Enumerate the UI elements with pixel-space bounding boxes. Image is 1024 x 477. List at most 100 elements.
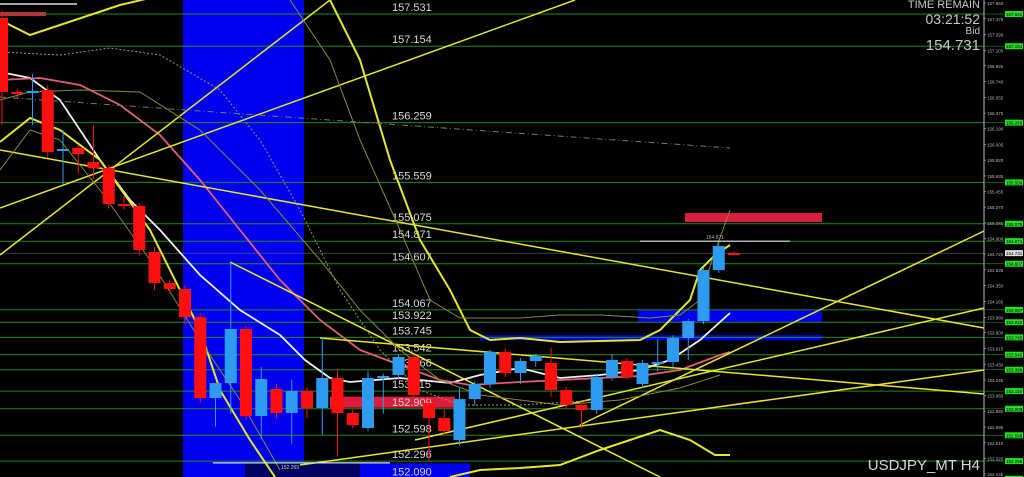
candle-bear [41, 90, 54, 153]
bid-label: Bid [965, 26, 980, 37]
level-label: 152.296 [392, 449, 432, 461]
candle-bear [179, 289, 191, 318]
level-price-tag [1005, 43, 1023, 50]
level-price-tag-text: 153.115 [1006, 389, 1022, 394]
level-label: 156.259 [392, 111, 432, 123]
candle-bull [255, 379, 268, 417]
level-price-tag-text: 155.075 [1006, 222, 1023, 227]
candle-bear [11, 91, 24, 94]
y-tick-label: 155.085 [987, 221, 1004, 226]
level-label: 155.559 [392, 170, 432, 182]
candle-bull [667, 338, 679, 363]
y-tick-label: 152.510 [987, 441, 1004, 446]
trend-line [0, 0, 576, 209]
level-price-tag-text: 153.745 [1006, 335, 1023, 340]
y-tick-label: 155.455 [987, 189, 1004, 194]
y-tick-label: 154.535 [987, 268, 1004, 273]
y-tick-label: 156.005 [987, 142, 1004, 147]
candle-bear [621, 361, 634, 377]
y-tick-label: 153.065 [987, 393, 1004, 398]
y-tick-label: 155.270 [987, 205, 1004, 210]
candle-bear [331, 378, 344, 414]
level-price-tag [1005, 119, 1023, 126]
y-tick-label: 153.245 [987, 378, 1004, 383]
candle-bull [377, 376, 390, 379]
y-tick-label: 157.660 [987, 1, 1004, 6]
y-tick-label: 156.190 [987, 127, 1004, 132]
candle-bear [148, 252, 161, 284]
level-price-tag-text: 152.598 [1006, 433, 1023, 438]
high-marker-label: 154.871 [706, 235, 724, 241]
level-price-tag-text: 153.922 [1006, 320, 1023, 325]
level-price-tag-text: 154.067 [1006, 308, 1023, 313]
y-tick-label: 155.635 [987, 174, 1004, 179]
candle-bull [209, 383, 222, 398]
candle-bear [545, 362, 557, 391]
trend-line [0, 0, 331, 256]
level-price-tag [1005, 334, 1023, 341]
current-price-tag-text: 154.731 [1006, 251, 1023, 256]
y-tick-label: 152.880 [987, 409, 1004, 414]
candle-bull [651, 362, 664, 365]
candle-bull [606, 359, 618, 377]
trend-line [229, 261, 661, 477]
candle-bull [484, 352, 496, 384]
y-tick-label: 153.615 [987, 346, 1004, 351]
y-tick-label: 155.820 [987, 158, 1004, 163]
time-remain-label: TIME REMAIN [907, 0, 980, 11]
candle-bear [102, 167, 115, 205]
candle-bear [194, 317, 207, 398]
y-tick-label: 154.720 [987, 252, 1004, 257]
level-label: 154.067 [392, 298, 432, 310]
candle-bear [438, 418, 451, 432]
level-price-tag [1005, 388, 1023, 395]
level-label: 152.909 [392, 397, 432, 409]
level-price-tag-text: 153.542 [1006, 353, 1023, 358]
y-tick-label: 157.290 [987, 33, 1004, 38]
trend-line [299, 369, 985, 466]
candle-bull [285, 390, 298, 414]
y-tick-label: 156.740 [987, 80, 1004, 85]
level-price-tag-text: 152.909 [1006, 407, 1023, 412]
level-label: 153.922 [392, 310, 432, 322]
symbol-timeframe-label: USDJPY_MT H4 [867, 457, 980, 474]
candle-bull [590, 376, 603, 411]
candle-bear [560, 390, 573, 405]
candle-bear [270, 389, 283, 414]
y-tick-label: 154.350 [987, 284, 1004, 289]
band-lower-left [0, 116, 276, 477]
level-price-tag-text: 154.607 [1006, 262, 1023, 267]
envelope-lower-left [0, 129, 281, 471]
candle-bull [636, 362, 649, 384]
level-label: 153.745 [392, 325, 432, 337]
level-price-tag-text: 156.259 [1006, 121, 1023, 126]
level-label: 152.090 [392, 467, 432, 477]
level-label: 157.154 [392, 34, 432, 46]
red-zone-lower [330, 396, 455, 408]
level-label: 154.871 [392, 229, 432, 241]
y-tick-label: 153.980 [987, 315, 1004, 320]
level-price-tag [1005, 238, 1023, 245]
candle-bear [301, 390, 313, 409]
y-tick-label: 152.695 [987, 425, 1004, 430]
y-tick-label: 156.925 [987, 64, 1004, 69]
level-price-tag [1005, 179, 1023, 186]
y-tick-label: 154.165 [987, 299, 1004, 304]
envelope-upper [289, 0, 731, 319]
candle-bull [26, 90, 39, 93]
y-tick-label: 156.555 [987, 95, 1004, 100]
low-marker-label: 152.269 [281, 465, 299, 471]
candle-bear [133, 206, 146, 250]
candle-bull [529, 355, 542, 362]
band-lower [449, 428, 730, 477]
candle-bear [163, 283, 176, 290]
level-price-tag [1005, 306, 1023, 313]
y-tick-label: 157.475 [987, 17, 1004, 22]
candle-bear [575, 404, 588, 411]
candle-bear [87, 162, 100, 168]
candle-bull [453, 399, 466, 441]
level-price-tag [1005, 458, 1023, 465]
candle-bear [728, 252, 740, 255]
candle-bear [72, 148, 85, 154]
